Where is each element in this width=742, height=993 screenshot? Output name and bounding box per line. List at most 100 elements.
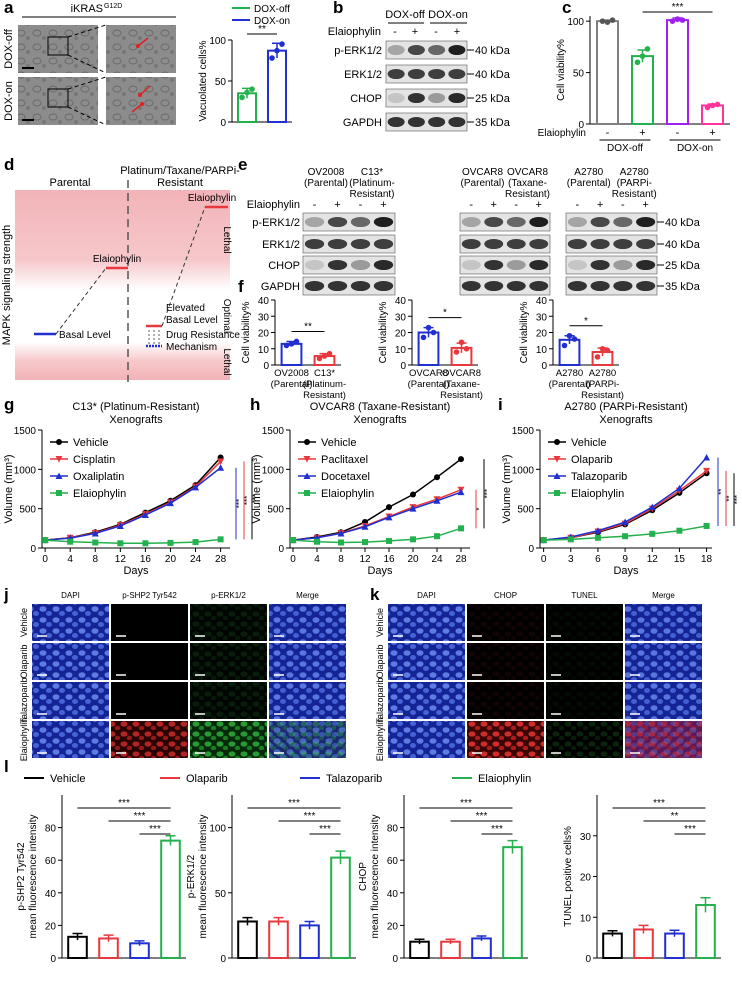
trend xyxy=(161,206,206,327)
marker xyxy=(410,536,416,543)
micrograph-texture xyxy=(625,721,702,758)
chart-title: Xenografts xyxy=(109,414,163,426)
y-tick-label: 30 xyxy=(258,312,270,323)
x-tick-label: 12 xyxy=(359,554,371,565)
y-tick-label: 0 xyxy=(278,544,284,555)
y-tick-label: 10 xyxy=(580,913,592,924)
x-tick-label: 20 xyxy=(165,554,177,565)
zone-label: Optimal xyxy=(221,299,232,333)
x-tick-label: 0 xyxy=(290,554,296,565)
sample-label: OVCAR8 xyxy=(462,167,504,178)
y-tick-label: 40 xyxy=(45,889,57,900)
arrow xyxy=(139,85,151,96)
significance: *** xyxy=(483,489,492,498)
row-label: Talazoparib xyxy=(19,677,29,723)
legend-text: Olaparib xyxy=(186,773,228,785)
basal-label: Basal Level xyxy=(59,330,111,341)
drug-label: Elaiophylin xyxy=(188,193,236,204)
bar xyxy=(267,49,287,123)
error-bar xyxy=(669,929,680,937)
legend-text: DOX-off xyxy=(254,4,290,15)
x-tick-label: 9 xyxy=(622,554,628,565)
sign: + xyxy=(597,199,603,211)
marker xyxy=(409,505,417,512)
legend-text: Talazoparib xyxy=(571,471,627,483)
panel-letter: b xyxy=(333,0,343,17)
arrow-head xyxy=(138,93,142,97)
significance: ** xyxy=(258,24,266,35)
axis-label: Days xyxy=(123,565,149,577)
micrograph-texture xyxy=(269,682,346,719)
data-point xyxy=(639,53,646,59)
bar xyxy=(471,937,492,960)
blot-row-label: ERK1/2 xyxy=(344,69,382,81)
legend-marker xyxy=(55,456,63,463)
marker xyxy=(567,536,574,543)
band xyxy=(407,44,425,56)
column-header: TUNEL xyxy=(571,591,598,600)
legend-marker xyxy=(553,456,561,463)
y-tick-label: 0 xyxy=(541,361,547,372)
legend-text: DOX-on xyxy=(254,16,290,27)
band xyxy=(428,44,446,56)
sample-label: Resistant) xyxy=(505,189,550,200)
data-point xyxy=(293,338,300,345)
panel-letter: k xyxy=(370,585,380,604)
data-point xyxy=(316,355,323,362)
band xyxy=(428,68,446,80)
error-bar xyxy=(242,916,253,926)
y-tick-label: 10 xyxy=(395,345,407,356)
micrograph-texture xyxy=(32,643,109,680)
y-tick-label: 500 xyxy=(267,505,284,516)
blot-row-label: CHOP xyxy=(350,93,382,105)
elevated-label: Elevated xyxy=(166,303,205,314)
legend-text: Olaparib xyxy=(571,454,613,466)
band xyxy=(461,280,481,292)
zoom-box xyxy=(47,36,69,56)
band xyxy=(529,280,549,292)
elevated-label: Basal Level xyxy=(166,315,218,326)
band xyxy=(350,280,371,292)
legend-text: Vehicle xyxy=(571,437,606,449)
arrow xyxy=(137,37,149,47)
significance: *** xyxy=(118,798,130,809)
sample-label: OV2008 xyxy=(308,167,345,178)
band xyxy=(613,280,633,292)
x-tick-label: 24 xyxy=(190,554,202,565)
micrograph-texture xyxy=(111,721,188,758)
blot-strip xyxy=(459,276,551,296)
significance: *** xyxy=(653,798,665,809)
column-header: Parental xyxy=(50,177,91,189)
marker xyxy=(434,533,440,540)
marker xyxy=(648,503,656,511)
y-tick-label: 0 xyxy=(220,118,226,129)
significance: *** xyxy=(149,824,161,835)
data-point xyxy=(453,349,460,355)
legend-marker xyxy=(553,472,561,479)
band xyxy=(304,238,325,250)
band xyxy=(506,259,526,271)
bar xyxy=(631,55,654,125)
data-point xyxy=(571,336,578,342)
marker xyxy=(217,536,224,543)
significance: *** xyxy=(251,494,260,503)
bar xyxy=(695,904,716,960)
zone-lethal xyxy=(15,190,230,290)
micrograph-texture xyxy=(190,604,267,641)
x-tick-label: - xyxy=(606,127,610,139)
blot-size: 25 kDa xyxy=(475,93,511,105)
significance: * xyxy=(584,316,588,327)
axis-label: p-SHP2 Tyr542 xyxy=(16,842,27,911)
y-tick-label: 30 xyxy=(580,832,592,843)
blot-row-label: CHOP xyxy=(268,260,300,272)
band xyxy=(448,68,466,80)
column-header: p-ERK1/2 xyxy=(211,591,246,600)
blot-group: DOX-off xyxy=(385,9,425,21)
significance: *** xyxy=(460,798,472,809)
micrograph-texture xyxy=(546,604,623,641)
marker xyxy=(192,539,199,546)
significance: * xyxy=(475,507,484,510)
error-bar xyxy=(607,929,618,937)
marker xyxy=(594,527,602,534)
marker xyxy=(116,522,124,529)
